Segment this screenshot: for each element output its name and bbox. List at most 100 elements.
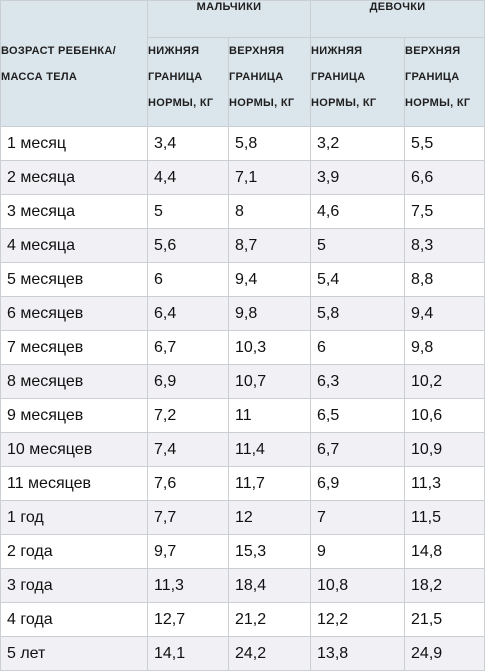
girls-upper-cell: 18,2 bbox=[404, 568, 485, 603]
boys-upper-cell: 10,7 bbox=[227, 364, 312, 399]
boys-lower-cell: 4,4 bbox=[147, 160, 229, 195]
girls-lower-cell: 13,8 bbox=[310, 636, 406, 671]
age-cell: 4 года bbox=[0, 602, 148, 637]
girls-upper-cell: 14,8 bbox=[404, 534, 485, 569]
girls-lower-cell: 4,6 bbox=[310, 194, 406, 229]
age-cell: 5 лет bbox=[0, 636, 148, 671]
age-cell: 5 месяцев bbox=[0, 262, 148, 297]
table-row: 6 месяцев 6,4 9,8 5,8 9,4 bbox=[0, 296, 485, 331]
girls-lower-cell: 9 bbox=[310, 534, 406, 569]
table-row: 10 месяцев 7,4 11,4 6,7 10,9 bbox=[0, 432, 485, 467]
boys-lower-cell: 7,2 bbox=[147, 398, 229, 433]
girls-lower-cell: 6,9 bbox=[310, 466, 406, 501]
girls-header: ДЕВОЧКИ bbox=[310, 0, 485, 38]
age-cell: 9 месяцев bbox=[0, 398, 148, 433]
boys-upper-cell: 11,7 bbox=[227, 466, 312, 501]
girls-lower-cell: 3,2 bbox=[310, 126, 406, 161]
boys-lower-cell: 5,6 bbox=[147, 228, 229, 263]
boys-upper-cell: 8,7 bbox=[227, 228, 312, 263]
boys-upper-cell: 10,3 bbox=[227, 330, 312, 365]
boys-lower-cell: 3,4 bbox=[147, 126, 229, 161]
girls-lower-cell: 12,2 bbox=[310, 602, 406, 637]
girls-upper-cell: 5,5 bbox=[404, 126, 485, 161]
age-cell: 2 месяца bbox=[0, 160, 148, 195]
girls-lower-cell: 6,3 bbox=[310, 364, 406, 399]
table-row: 2 месяца 4,4 7,1 3,9 6,6 bbox=[0, 160, 485, 195]
table-row: 5 лет 14,1 24,2 13,8 24,9 bbox=[0, 636, 485, 671]
boys-upper-header: ВЕРХНЯЯ ГРАНИЦА НОРМЫ, КГ bbox=[227, 37, 312, 127]
boys-upper-cell: 15,3 bbox=[227, 534, 312, 569]
boys-lower-cell: 14,1 bbox=[147, 636, 229, 671]
girls-lower-cell: 6,5 bbox=[310, 398, 406, 433]
age-cell: 11 месяцев bbox=[0, 466, 148, 501]
girls-upper-cell: 10,2 bbox=[404, 364, 485, 399]
girls-lower-cell: 6 bbox=[310, 330, 406, 365]
age-cell: 3 года bbox=[0, 568, 148, 603]
boys-upper-cell: 24,2 bbox=[227, 636, 312, 671]
boys-upper-cell: 8 bbox=[227, 194, 312, 229]
table-row: 4 месяца 5,6 8,7 5 8,3 bbox=[0, 228, 485, 263]
boys-upper-cell: 12 bbox=[227, 500, 312, 535]
table-body: 1 месяц 3,4 5,8 3,2 5,5 2 месяца 4,4 7,1 3,9 6,6 3… bbox=[0, 126, 485, 671]
boys-lower-cell: 6,9 bbox=[147, 364, 229, 399]
girls-lower-cell: 6,7 bbox=[310, 432, 406, 467]
table-row: 8 месяцев 6,9 10,7 6,3 10,2 bbox=[0, 364, 485, 399]
boys-lower-cell: 9,7 bbox=[147, 534, 229, 569]
table-row: 3 месяца 5 8 4,6 7,5 bbox=[0, 194, 485, 229]
girls-lower-cell: 5 bbox=[310, 228, 406, 263]
age-cell: 10 месяцев bbox=[0, 432, 148, 467]
girls-upper-cell: 8,3 bbox=[404, 228, 485, 263]
girls-upper-cell: 24,9 bbox=[404, 636, 485, 671]
girls-upper-cell: 10,6 bbox=[404, 398, 485, 433]
table-row: 9 месяцев 7,2 11 6,5 10,6 bbox=[0, 398, 485, 433]
age-cell: 1 год bbox=[0, 500, 148, 535]
age-cell: 2 года bbox=[0, 534, 148, 569]
boys-header: МАЛЬЧИКИ bbox=[146, 0, 312, 38]
girls-lower-cell: 3,9 bbox=[310, 160, 406, 195]
girls-lower-cell: 7 bbox=[310, 500, 406, 535]
girls-upper-header: ВЕРХНЯЯ ГРАНИЦА НОРМЫ, КГ bbox=[404, 37, 485, 127]
girls-lower-cell: 10,8 bbox=[310, 568, 406, 603]
girls-lower-cell: 5,4 bbox=[310, 262, 406, 297]
boys-lower-cell: 6,4 bbox=[147, 296, 229, 331]
boys-upper-cell: 9,8 bbox=[227, 296, 312, 331]
boys-upper-cell: 7,1 bbox=[227, 160, 312, 195]
girls-upper-cell: 9,4 bbox=[404, 296, 485, 331]
boys-lower-cell: 7,4 bbox=[147, 432, 229, 467]
boys-upper-cell: 21,2 bbox=[227, 602, 312, 637]
boys-lower-header: НИЖНЯЯ ГРАНИЦА НОРМЫ, КГ bbox=[147, 37, 229, 127]
boys-upper-cell: 5,8 bbox=[227, 126, 312, 161]
boys-upper-cell: 18,4 bbox=[227, 568, 312, 603]
boys-lower-cell: 11,3 bbox=[147, 568, 229, 603]
girls-upper-cell: 6,6 bbox=[404, 160, 485, 195]
age-weight-header: ВОЗРАСТ РЕБЕНКА/ МАССА ТЕЛА bbox=[0, 0, 148, 127]
age-cell: 6 месяцев bbox=[0, 296, 148, 331]
girls-upper-cell: 10,9 bbox=[404, 432, 485, 467]
boys-lower-cell: 5 bbox=[147, 194, 229, 229]
girls-upper-cell: 9,8 bbox=[404, 330, 485, 365]
boys-lower-cell: 12,7 bbox=[147, 602, 229, 637]
age-cell: 7 месяцев bbox=[0, 330, 148, 365]
table-row: 5 месяцев 6 9,4 5,4 8,8 bbox=[0, 262, 485, 297]
table-row: 1 год 7,7 12 7 11,5 bbox=[0, 500, 485, 535]
boys-lower-cell: 7,6 bbox=[147, 466, 229, 501]
age-cell: 3 месяца bbox=[0, 194, 148, 229]
table-row: 2 года 9,7 15,3 9 14,8 bbox=[0, 534, 485, 569]
age-cell: 1 месяц bbox=[0, 126, 148, 161]
girls-upper-cell: 21,5 bbox=[404, 602, 485, 637]
boys-upper-cell: 9,4 bbox=[227, 262, 312, 297]
age-cell: 8 месяцев bbox=[0, 364, 148, 399]
boys-lower-cell: 6 bbox=[147, 262, 229, 297]
boys-lower-cell: 6,7 bbox=[147, 330, 229, 365]
girls-lower-header: НИЖНЯЯ ГРАНИЦА НОРМЫ, КГ bbox=[310, 37, 406, 127]
girls-upper-cell: 11,3 bbox=[404, 466, 485, 501]
table-row: 1 месяц 3,4 5,8 3,2 5,5 bbox=[0, 126, 485, 161]
boys-lower-cell: 7,7 bbox=[147, 500, 229, 535]
girls-upper-cell: 7,5 bbox=[404, 194, 485, 229]
age-cell: 4 месяца bbox=[0, 228, 148, 263]
table-row: 3 года 11,3 18,4 10,8 18,2 bbox=[0, 568, 485, 603]
boys-upper-cell: 11,4 bbox=[227, 432, 312, 467]
girls-lower-cell: 5,8 bbox=[310, 296, 406, 331]
table-row: 11 месяцев 7,6 11,7 6,9 11,3 bbox=[0, 466, 485, 501]
